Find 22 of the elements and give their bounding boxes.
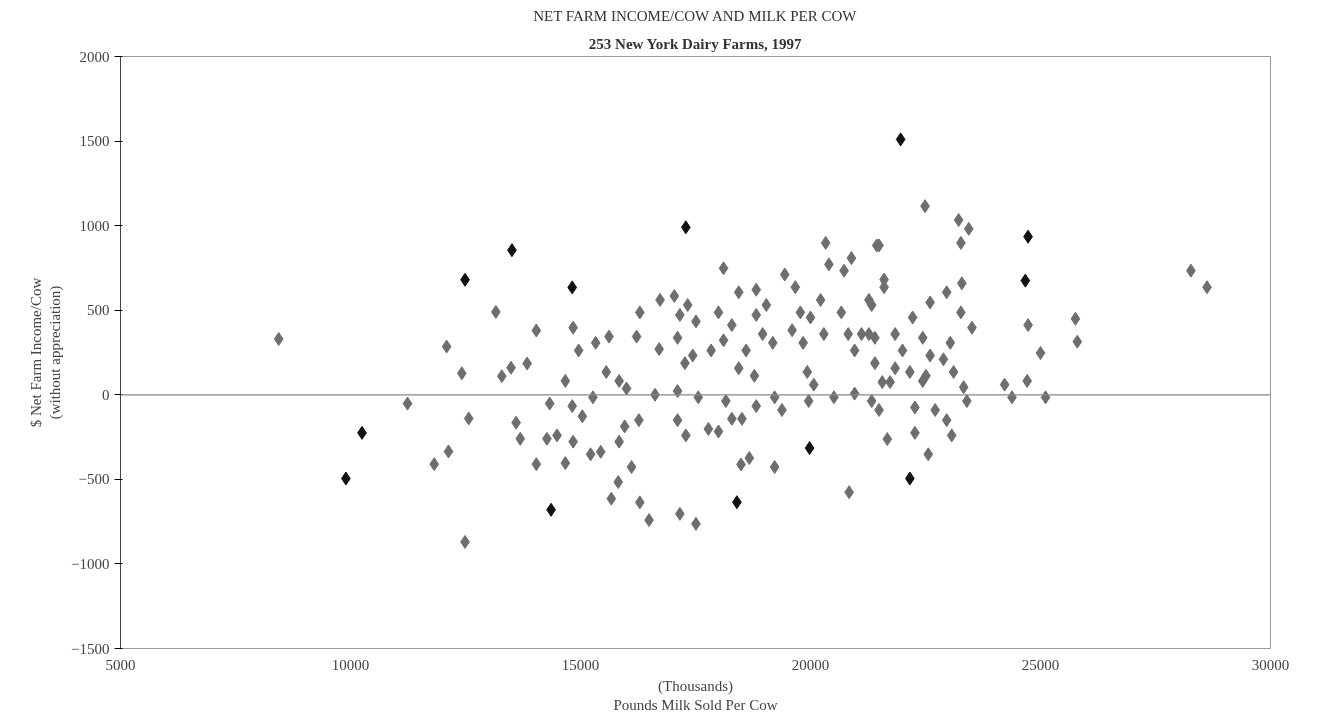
y-tick-label: 1500: [79, 133, 110, 150]
x-tick-label: 20000: [791, 656, 830, 673]
x-tick-label: 30000: [1251, 656, 1290, 673]
point: [1020, 273, 1031, 288]
chart-subtitle: 253 New York Dairy Farms, 1997: [588, 35, 803, 52]
point: [895, 132, 906, 147]
y-tick-label: 1000: [79, 217, 110, 234]
x-tick-label: 5000: [105, 656, 136, 673]
point: [567, 280, 578, 295]
y-tick-label: 2000: [79, 48, 110, 65]
x-tick-label: 15000: [561, 656, 600, 673]
y-tick-label: −1000: [71, 555, 110, 572]
y-tick-label: −500: [78, 471, 110, 488]
x-axis-title: (Thousands) Pounds Milk Sold Per Cow: [613, 677, 778, 713]
y-tick-label: 500: [87, 302, 110, 319]
y-tick-label: −1500: [71, 640, 110, 657]
y-tick-label: 0: [102, 386, 110, 403]
point: [804, 441, 815, 456]
chart-title: NET FARM INCOME/COW AND MILK PER COW: [533, 7, 858, 24]
x-tick-label: 10000: [331, 656, 370, 673]
y-axis-title: $ Net Farm Income/Cow (without appreciation): [27, 277, 65, 428]
x-tick-label: 25000: [1021, 656, 1060, 673]
